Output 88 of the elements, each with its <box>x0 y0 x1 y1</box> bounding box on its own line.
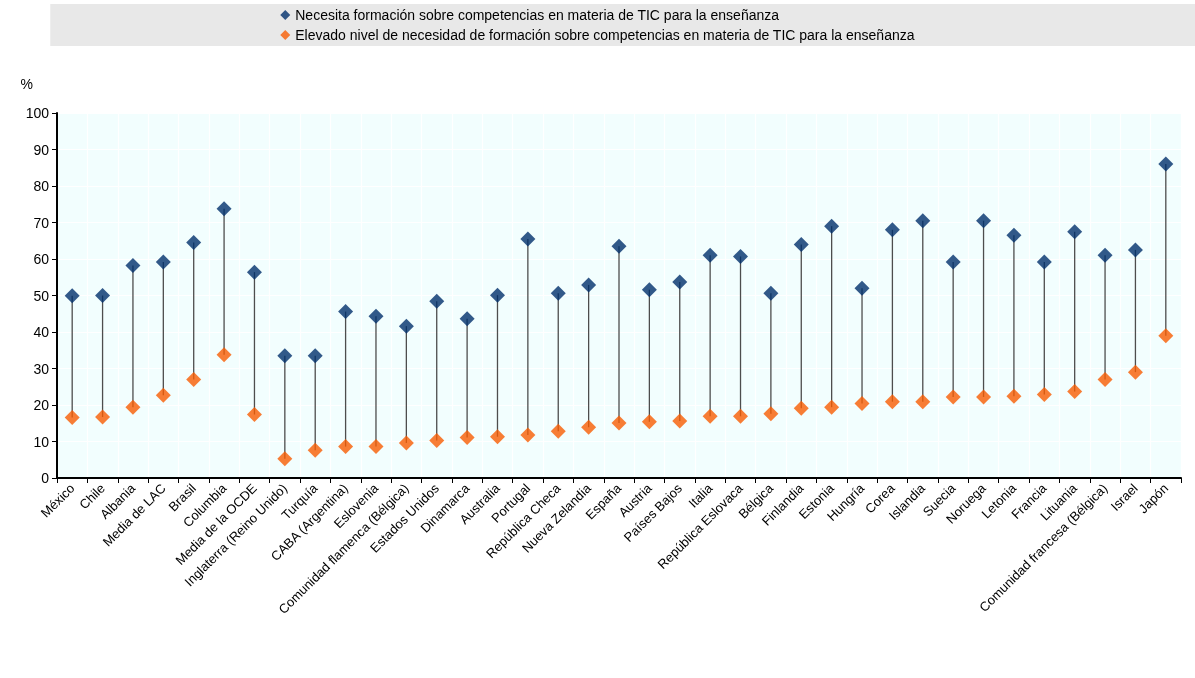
point <box>338 439 354 455</box>
y-tick-label: 10 <box>33 433 50 450</box>
point <box>945 389 961 405</box>
point <box>581 277 597 293</box>
point <box>763 406 779 422</box>
point <box>125 258 141 274</box>
y-tick-label: 50 <box>33 287 50 304</box>
point <box>641 282 657 298</box>
point <box>368 308 384 324</box>
point <box>550 423 566 439</box>
point <box>611 415 627 431</box>
point <box>520 427 536 443</box>
point <box>976 389 992 405</box>
point <box>1067 224 1083 240</box>
point <box>155 387 171 403</box>
point <box>1067 383 1083 399</box>
y-tick-label: 70 <box>33 214 50 231</box>
point <box>1097 371 1113 387</box>
point <box>216 347 232 363</box>
point <box>854 280 870 296</box>
point <box>641 414 657 430</box>
y-tick-label: 90 <box>33 141 50 158</box>
point <box>368 439 384 455</box>
point <box>1158 328 1174 344</box>
point <box>216 201 232 217</box>
point <box>95 288 111 303</box>
point <box>1158 156 1174 172</box>
point <box>1127 364 1143 380</box>
point <box>277 348 293 364</box>
point <box>884 222 900 238</box>
point <box>1036 254 1052 270</box>
point <box>793 400 809 416</box>
point <box>307 348 323 364</box>
point <box>489 429 505 445</box>
point <box>338 304 354 320</box>
point <box>915 394 931 410</box>
y-tick-label: 30 <box>33 360 50 377</box>
point <box>611 238 627 254</box>
point <box>733 408 749 424</box>
point <box>1097 247 1113 263</box>
point <box>793 236 809 252</box>
point <box>307 442 323 458</box>
point <box>246 406 262 422</box>
point <box>459 311 475 327</box>
point <box>398 318 414 334</box>
point <box>429 293 445 309</box>
point <box>672 274 688 290</box>
point <box>1036 386 1052 402</box>
y-tick-label: 60 <box>33 251 50 267</box>
point <box>398 435 414 451</box>
point <box>976 213 992 229</box>
point <box>64 288 80 304</box>
point <box>824 218 840 234</box>
point <box>702 247 718 263</box>
point <box>489 287 505 303</box>
point <box>824 399 840 415</box>
point <box>95 409 111 425</box>
y-tick-label: 80 <box>33 178 50 194</box>
y-tick-label: 20 <box>33 397 50 413</box>
y-tick-label: 0 <box>41 470 50 486</box>
point <box>155 254 171 270</box>
point <box>186 235 202 251</box>
point <box>915 213 931 229</box>
point <box>854 396 870 412</box>
point <box>733 248 749 264</box>
point <box>64 409 80 425</box>
y-tick-label: 100 <box>25 105 50 121</box>
point <box>429 432 445 448</box>
point <box>186 371 202 387</box>
y-axis-title: % <box>20 76 33 92</box>
point <box>459 429 475 445</box>
point <box>1006 227 1022 243</box>
y-tick-label: 40 <box>33 324 50 340</box>
point <box>672 413 688 429</box>
point <box>581 419 597 435</box>
point <box>125 399 141 415</box>
point <box>884 394 900 410</box>
legend-label: Necesita formación sobre competencias en materia de TIC para la enseñanza <box>295 7 780 23</box>
point <box>277 451 293 467</box>
point <box>763 285 779 301</box>
point <box>945 254 961 270</box>
point <box>246 264 262 280</box>
point <box>1127 242 1143 258</box>
point <box>520 231 536 247</box>
point <box>550 285 566 301</box>
point <box>1006 388 1022 404</box>
legend-label: Elevado nivel de necesidad de formación sobre competencias en materia de TIC para la enseñanza <box>295 27 915 43</box>
point <box>702 408 718 424</box>
